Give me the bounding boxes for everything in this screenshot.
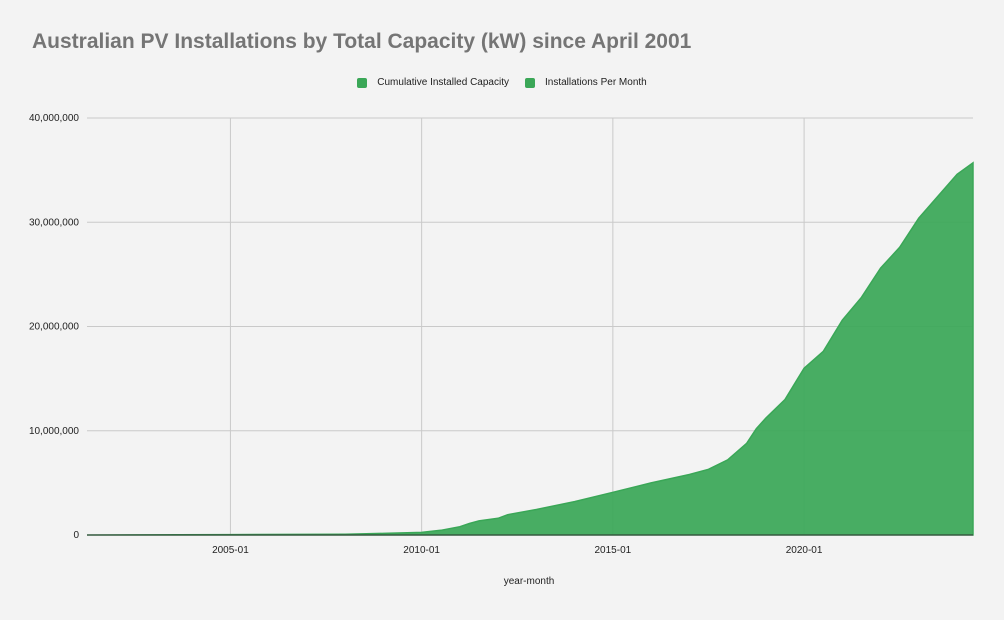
y-tick-label: 40,000,000 (29, 113, 79, 124)
y-tick-label: 10,000,000 (29, 426, 79, 437)
y-tick-label: 20,000,000 (29, 322, 79, 333)
legend: Cumulative Installed Capacity Installati… (0, 77, 1004, 88)
legend-swatch-per-month (525, 77, 535, 88)
series-layer (86, 161, 974, 536)
x-axis-title: year-month (503, 576, 555, 587)
chart-title: Australian PV Installations by Total Cap… (32, 30, 692, 53)
legend-swatch-cumulative (357, 77, 368, 88)
axis-layer: 0 10,000,000 20,000,000 30,000,000 40,000,00… (29, 113, 973, 556)
grid-layer (87, 117, 973, 535)
x-tick-label: 2005-01 (212, 545, 249, 556)
legend-item-per-month[interactable]: Installations Per Month (525, 77, 647, 88)
x-tick-label: 2020-01 (786, 545, 823, 556)
legend-label-per-month: Installations Per Month (545, 77, 647, 88)
area-series-cumulative-installed-capacity (86, 161, 974, 536)
y-tick-label: 0 (73, 530, 79, 541)
x-tick-label: 2010-01 (403, 545, 440, 556)
legend-label-cumulative: Cumulative Installed Capacity (377, 77, 509, 88)
y-tick-label: 30,000,000 (29, 217, 79, 228)
legend-item-cumulative[interactable]: Cumulative Installed Capacity (357, 77, 509, 88)
x-tick-label: 2015-01 (595, 545, 632, 556)
